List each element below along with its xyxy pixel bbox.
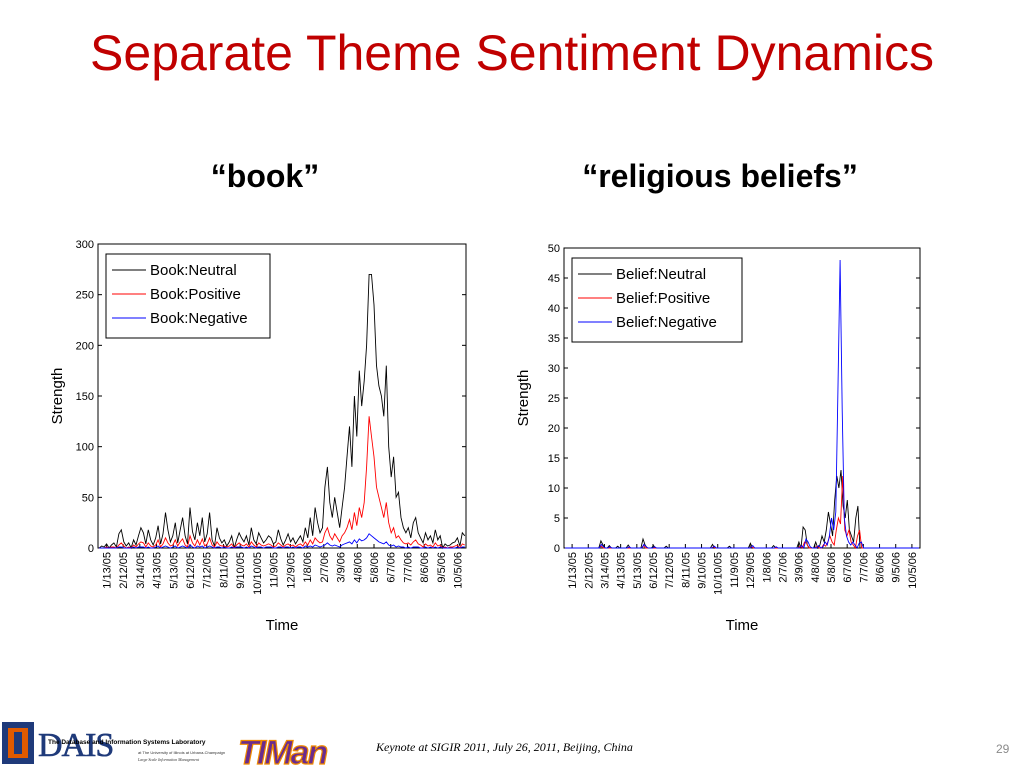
- timan-logo: TIMan: [238, 734, 327, 768]
- x-tick-label: 6/7/06: [386, 552, 398, 583]
- x-tick-label: 6/12/05: [185, 552, 197, 589]
- x-tick-label: 7/12/05: [202, 552, 214, 589]
- slide-title: Separate Theme Sentiment Dynamics: [90, 25, 934, 81]
- x-tick-label: 1/13/05: [567, 552, 579, 589]
- x-tick-label: 4/13/05: [152, 552, 164, 589]
- series-line-0: [98, 273, 466, 550]
- x-tick-label: 8/6/06: [875, 552, 887, 583]
- x-tick-label: 9/10/05: [697, 552, 709, 589]
- y-tick-label: 0: [88, 543, 94, 555]
- x-tick-label: 3/9/06: [336, 552, 348, 583]
- y-tick-label: 50: [548, 243, 560, 255]
- x-tick-label: 7/7/06: [858, 552, 870, 583]
- y-tick-label: 0: [554, 543, 560, 555]
- y-tick-label: 250: [76, 290, 94, 302]
- series-line-1: [99, 416, 465, 549]
- x-tick-label: 5/13/05: [168, 552, 180, 589]
- series-line-2: [565, 259, 919, 549]
- x-tick-label: 2/7/06: [777, 552, 789, 583]
- dais-logo-subcaption-2: Large Scale Information Management: [137, 757, 200, 762]
- y-tick-label: 200: [76, 340, 94, 352]
- book-sentiment-chart: 0 50 100 150 200 250 300 1/13/05 2/12/05 3/14/05 4…: [49, 239, 467, 634]
- illinois-logo: [2, 722, 34, 764]
- legend-entry-1: Belief:Positive: [616, 290, 710, 307]
- x-tick-label: 2/12/05: [583, 552, 595, 589]
- chart-subtitle-religious-beliefs: “religious beliefs”: [582, 158, 858, 194]
- legend-entry-0: Book:Neutral: [150, 262, 237, 279]
- y-tick-label: 45: [548, 273, 560, 285]
- x-tick-label: 12/9/05: [285, 552, 297, 589]
- x-tick-label: 10/5/06: [453, 552, 465, 589]
- x-tick-label: 2/12/05: [118, 552, 130, 589]
- y-tick-label: 30: [548, 363, 560, 375]
- x-tick-label: 1/8/06: [302, 552, 314, 583]
- x-tick-label: 3/14/05: [599, 552, 611, 589]
- dais-logo-subcaption: at The University of Illinois at Urbana-…: [138, 750, 225, 755]
- x-tick-label: 11/9/05: [269, 552, 281, 588]
- y-tick-label: 5: [554, 513, 560, 525]
- x-tick-label: 8/11/05: [218, 552, 230, 588]
- y-tick-label: 15: [548, 453, 560, 465]
- x-tick-label: 8/6/06: [419, 552, 431, 583]
- x-tick-label: 2/7/06: [319, 552, 331, 583]
- x-tick-label: 9/5/06: [891, 552, 903, 583]
- x-tick-label: 7/12/05: [664, 552, 676, 589]
- legend-entry-1: Book:Positive: [150, 286, 241, 303]
- y-axis-label: Strength: [49, 368, 66, 425]
- x-tick-label: 1/8/06: [761, 552, 773, 583]
- x-tick-label: 8/11/05: [680, 552, 692, 588]
- religious-beliefs-sentiment-chart: 0 5 10 15 20 25 30 35 40 45 50 1/13/05 2/12/05 3/14/0…: [515, 243, 921, 634]
- y-tick-label: 300: [76, 239, 94, 251]
- x-tick-label: 4/13/05: [616, 552, 628, 589]
- x-tick-label: 10/5/06: [907, 552, 919, 589]
- dais-logo-caption: The Database and Information Systems Lab…: [48, 739, 206, 746]
- x-tick-label: 4/8/06: [352, 552, 364, 583]
- x-tick-label: 5/8/06: [826, 552, 838, 583]
- x-axis-label: Time: [266, 617, 299, 634]
- legend-entry-0: Belief:Neutral: [616, 266, 706, 283]
- y-tick-label: 10: [548, 483, 560, 495]
- y-tick-label: 20: [548, 423, 560, 435]
- x-tick-label: 4/8/06: [810, 552, 822, 583]
- footer-logos: DAIS The Database and Information System…: [2, 722, 330, 768]
- x-tick-label: 12/9/05: [745, 552, 757, 589]
- legend-entry-2: Belief:Negative: [616, 314, 717, 331]
- y-tick-label: 40: [548, 303, 560, 315]
- x-tick-label: 10/10/05: [252, 552, 264, 595]
- y-tick-label: 150: [76, 391, 94, 403]
- x-tick-label: 5/13/05: [632, 552, 644, 589]
- x-tick-label: 6/12/05: [648, 552, 660, 589]
- series-line-2: [99, 533, 465, 549]
- legend-box: [105, 253, 271, 339]
- y-tick-label: 35: [548, 333, 560, 345]
- x-tick-label: 10/10/05: [713, 552, 725, 595]
- y-tick-label: 25: [548, 393, 560, 405]
- footer-text: Keynote at SIGIR 2011, July 26, 2011, Be…: [376, 740, 633, 754]
- legend-box: [571, 257, 743, 343]
- chart-subtitle-book: “book”: [210, 158, 320, 194]
- x-tick-label: 3/9/06: [794, 552, 806, 583]
- x-tick-label: 7/7/06: [402, 552, 414, 583]
- y-axis-label: Strength: [515, 370, 532, 427]
- x-tick-label: 9/10/05: [235, 552, 247, 589]
- x-tick-label: 11/9/05: [729, 552, 741, 588]
- y-tick-label: 100: [76, 442, 94, 454]
- x-tick-label: 9/5/06: [436, 552, 448, 583]
- x-axis-label: Time: [726, 617, 759, 634]
- x-tick-label: 1/13/05: [101, 552, 113, 589]
- slide-number: 29: [996, 742, 1010, 756]
- legend-entry-2: Book:Negative: [150, 310, 248, 327]
- dais-logo: DAIS: [38, 727, 113, 764]
- x-tick-label: 6/7/06: [842, 552, 854, 583]
- x-tick-label: 5/8/06: [369, 552, 381, 583]
- y-tick-label: 50: [82, 492, 94, 504]
- x-tick-label: 3/14/05: [135, 552, 147, 589]
